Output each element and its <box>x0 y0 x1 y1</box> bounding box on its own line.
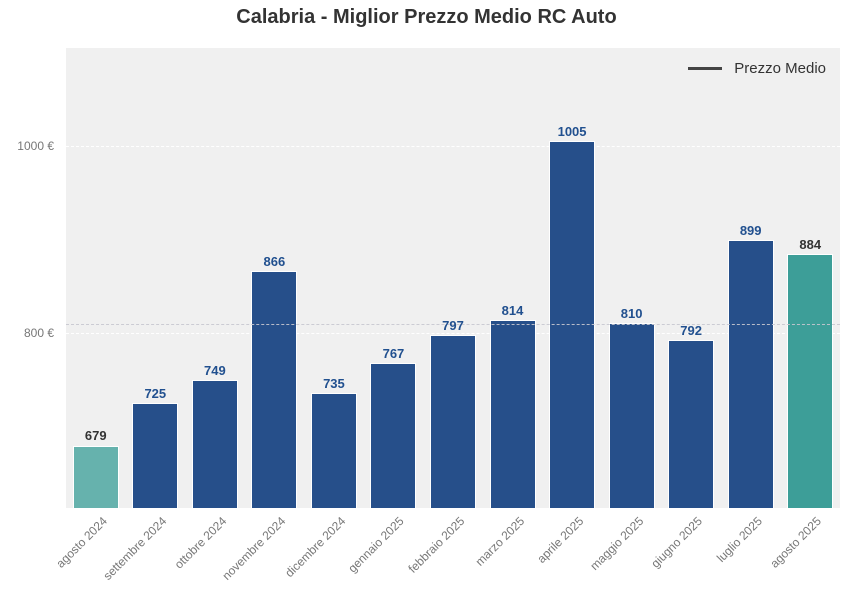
mean-price-line <box>66 323 840 325</box>
x-tick-label: agosto 2025 <box>767 514 825 571</box>
bar-value-label: 679 <box>84 428 107 444</box>
x-tick-label: settembre 2024 <box>100 514 170 583</box>
bar-agosto-2025 <box>787 254 834 508</box>
legend-line-icon <box>688 67 723 70</box>
bar-value-label: 725 <box>144 385 167 401</box>
bar-value-label: 810 <box>620 306 643 322</box>
bar-value-label: 797 <box>442 318 464 334</box>
y-tick-label: 800 € <box>23 325 54 340</box>
y-tick-label: 1000 € <box>17 138 54 153</box>
bar-value-label: 767 <box>382 346 405 362</box>
x-tick-label: luglio 2025 <box>713 514 765 565</box>
bar-marzo-2025 <box>489 319 536 508</box>
bar-giugno-2025 <box>668 340 715 508</box>
grid-line <box>66 332 840 334</box>
legend-label: Prezzo Medio <box>734 60 826 77</box>
plot-area: Prezzo Medio 679 725 749 866 735 767 797 814 100… <box>66 48 840 508</box>
bar-value-label: 1005 <box>557 124 587 140</box>
x-tick-label: dicembre 2024 <box>282 514 349 581</box>
bar-dicembre-2024 <box>310 393 357 508</box>
bar-agosto-2024 <box>72 445 119 508</box>
bar-value-label: 814 <box>501 302 524 318</box>
bar-gennaio-2025 <box>370 363 417 508</box>
bar-novembre-2024 <box>251 271 298 508</box>
bar-luglio-2025 <box>727 240 774 508</box>
x-tick-label: novembre 2024 <box>219 514 289 583</box>
x-tick-label: ottobre 2024 <box>171 514 230 572</box>
bar-value-label: 884 <box>799 237 822 253</box>
bar-value-label: 792 <box>680 323 702 339</box>
x-tick-label: febbraio 2025 <box>405 514 468 576</box>
bar-value-label: 899 <box>739 223 762 239</box>
x-tick-label: aprile 2025 <box>534 514 587 566</box>
x-tick-label: maggio 2025 <box>586 514 646 573</box>
bar-value-label: 735 <box>323 376 345 392</box>
x-tick-label: gennaio 2025 <box>345 514 408 576</box>
legend: Prezzo Medio <box>688 60 826 77</box>
bar-value-label: 749 <box>203 363 226 379</box>
bar-value-label: 866 <box>263 254 286 269</box>
grid-line <box>66 145 840 147</box>
bar-febbraio-2025 <box>430 335 476 508</box>
chart-title: Calabria - Miglior Prezzo Medio RC Auto <box>236 6 617 28</box>
bar-ottobre-2024 <box>191 380 238 508</box>
x-tick-label: marzo 2025 <box>472 514 527 569</box>
bar-settembre-2024 <box>132 402 179 508</box>
x-tick-label: giugno 2025 <box>648 514 706 571</box>
x-tick-label: agosto 2024 <box>53 514 110 571</box>
bar-maggio-2025 <box>608 323 655 508</box>
